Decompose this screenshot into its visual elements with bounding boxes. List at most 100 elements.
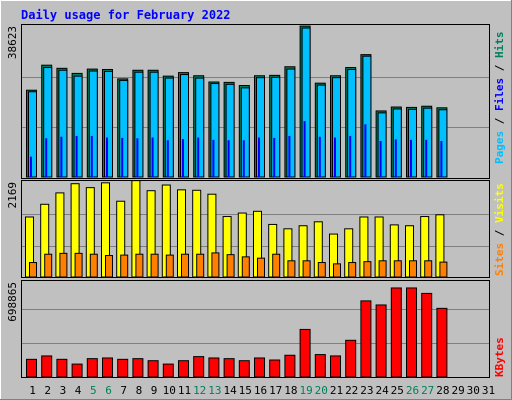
bar-kbytes-day-21 <box>330 355 341 378</box>
bar-sites-day-4 <box>74 252 83 278</box>
bar-kbytes-day-23 <box>360 300 372 378</box>
labels: 1 2 3 4 5 6 7 8 9 10 11 12 13 14 15 16 17 18 19 20 21 22 23 24 2… <box>29 384 495 397</box>
legend-sites-visits: Sites / Visits <box>493 183 506 276</box>
bar-pages-day-16 <box>256 77 265 178</box>
day-label-5: 5 <box>90 384 97 397</box>
bar-pages-day-12 <box>195 77 205 178</box>
bar-files-day-16 <box>258 137 260 177</box>
bar-files-day-8 <box>136 138 139 177</box>
bar-kbytes-day-28 <box>436 307 448 378</box>
bar-files-day-9 <box>151 137 154 177</box>
bar-sites-day-25 <box>393 260 402 278</box>
day-label-4: 4 <box>75 384 82 397</box>
bar-files-day-22 <box>349 135 352 177</box>
bar-files-day-4 <box>75 135 78 177</box>
bar-sites-day-5 <box>89 253 98 278</box>
legend-part-rl-mid-2: Visits <box>493 183 506 223</box>
bar-sites-day-22 <box>348 262 357 278</box>
bar-files-day-28 <box>440 141 443 177</box>
bar-pages-day-6 <box>104 70 113 178</box>
bar-files-day-18 <box>288 135 291 177</box>
bar-pages-day-26 <box>408 108 417 178</box>
bar-pages-day-23 <box>362 55 372 178</box>
bar-sites-day-28 <box>439 261 448 278</box>
day-label-2: 2 <box>44 384 51 397</box>
legend-part-rl-mid-1: / <box>493 223 506 243</box>
day-label-23: 23 <box>360 384 373 397</box>
day-label-18: 18 <box>284 384 297 397</box>
bar-sites-day-7 <box>120 254 129 278</box>
bar-kbytes-day-25 <box>390 287 402 378</box>
bar-sites-day-18 <box>287 260 296 278</box>
day-label-6: 6 <box>105 384 112 397</box>
bar-files-day-24 <box>379 141 382 177</box>
legend-part-rl-top-1: / <box>493 111 506 131</box>
bar-sites-day-6 <box>105 255 113 278</box>
bar-kbytes-day-9 <box>147 360 159 378</box>
day-label-29: 29 <box>451 384 464 397</box>
bar-sites-day-2 <box>44 253 53 278</box>
bar-kbytes-day-1 <box>26 358 37 378</box>
bar-files-day-23 <box>364 124 367 177</box>
bar-kbytes-day-14 <box>223 358 235 378</box>
bar-pages-day-22 <box>347 68 357 178</box>
bar-files-day-12 <box>197 137 200 177</box>
bar-sites-day-23 <box>363 261 372 278</box>
bar-sites-day-14 <box>226 254 235 278</box>
bar-pages-day-21 <box>332 77 341 178</box>
legend-part-rl-mid-0: Sites <box>493 243 506 276</box>
day-label-17: 17 <box>269 384 282 397</box>
legend-part-rl-top-2: Files <box>493 78 506 111</box>
bar-kbytes-day-20 <box>314 354 326 378</box>
legend-part-rl-top-3: / <box>493 58 506 78</box>
bar-files-day-20 <box>318 136 321 177</box>
bar-files-day-6 <box>106 137 108 177</box>
bar-pages-day-2 <box>43 67 53 178</box>
legend-part-rl-top-0: Pages <box>493 131 506 164</box>
bar-kbytes-day-15 <box>238 360 250 378</box>
bar-pages-day-25 <box>392 108 402 178</box>
day-label-14: 14 <box>223 384 237 397</box>
bar-kbytes-day-27 <box>421 292 433 378</box>
bar-sites-day-16 <box>257 257 265 278</box>
bar-pages-day-11 <box>180 74 189 178</box>
bar-kbytes-day-7 <box>117 358 129 378</box>
bar-sites-day-20 <box>317 262 326 278</box>
day-label-13: 13 <box>208 384 221 397</box>
bar-sites-day-13 <box>211 252 220 278</box>
bar-files-day-26 <box>410 139 412 177</box>
bar-kbytes-day-19 <box>299 328 311 378</box>
bar-pages-day-8 <box>134 71 144 178</box>
day-label-27: 27 <box>421 384 434 397</box>
day-label-12: 12 <box>193 384 206 397</box>
bar-kbytes-day-4 <box>71 363 83 378</box>
bar-sites-day-12 <box>196 253 205 278</box>
bar-sites-day-26 <box>409 260 417 278</box>
bar-sites-day-8 <box>135 253 144 278</box>
bar-files-day-27 <box>425 139 428 177</box>
day-label-22: 22 <box>345 384 358 397</box>
chart-title: Daily usage for February 2022 <box>21 8 231 22</box>
bar-sites-day-10 <box>165 254 174 278</box>
bar-sites-day-27 <box>424 260 433 278</box>
bar-sites-day-3 <box>59 252 68 278</box>
bar-kbytes-day-3 <box>56 358 68 378</box>
bar-pages-day-28 <box>438 109 448 178</box>
bar-pages-day-17 <box>271 76 281 178</box>
ymax-label-kbytes: 698865 <box>6 282 19 322</box>
bar-files-day-14 <box>227 140 230 177</box>
legend-kbytes: KBytes <box>493 337 506 377</box>
day-label-31: 31 <box>482 384 495 397</box>
bar-pages-day-13 <box>210 83 220 178</box>
day-label-25: 25 <box>391 384 404 397</box>
bar-files-day-11 <box>182 139 184 177</box>
bar-kbytes-day-22 <box>345 339 357 378</box>
day-label-10: 10 <box>163 384 176 397</box>
bar-files-day-5 <box>90 135 93 177</box>
bar-files-day-25 <box>394 139 397 177</box>
bar-sites-day-17 <box>272 253 281 278</box>
day-label-26: 26 <box>406 384 419 397</box>
day-label-7: 7 <box>120 384 127 397</box>
bar-kbytes-day-8 <box>132 358 144 378</box>
